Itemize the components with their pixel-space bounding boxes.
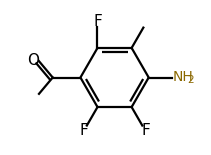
Text: F: F bbox=[93, 14, 102, 29]
Text: 2: 2 bbox=[188, 75, 194, 85]
Text: F: F bbox=[79, 123, 88, 138]
Text: NH: NH bbox=[173, 70, 193, 84]
Text: O: O bbox=[27, 53, 39, 68]
Text: F: F bbox=[141, 123, 150, 138]
